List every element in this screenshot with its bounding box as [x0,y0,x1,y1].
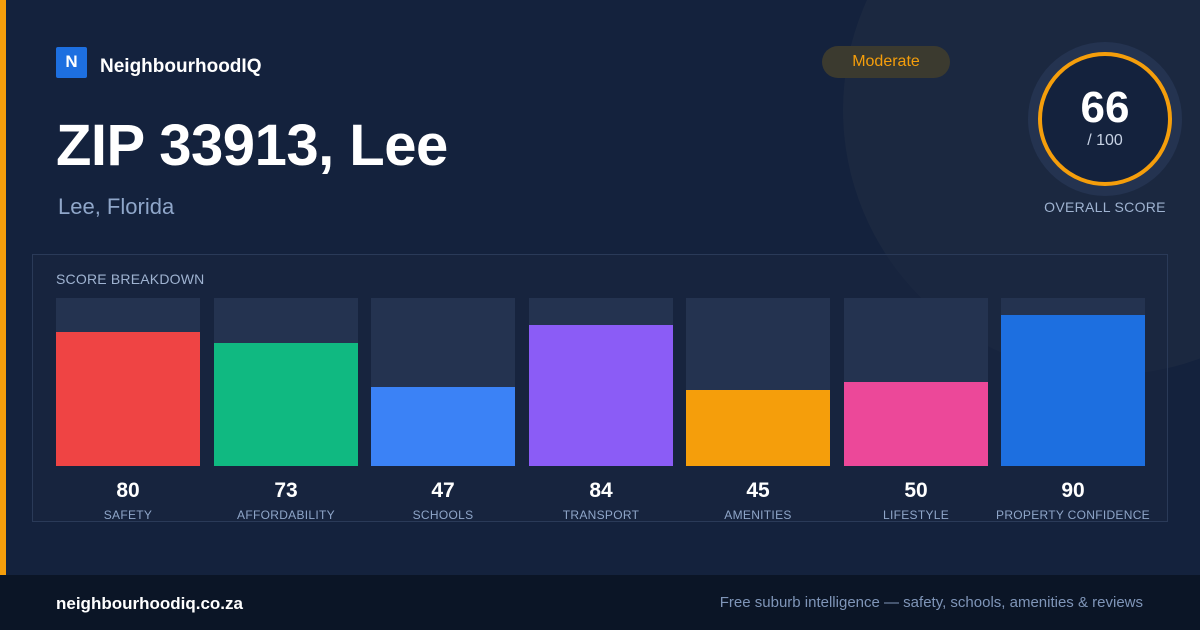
overall-score-ring [1028,42,1182,196]
bar-category-label: SCHOOLS [412,508,474,522]
footer-site-link[interactable]: neighbourhoodiq.co.za [56,594,243,613]
bar-column: 80 SAFETY [56,298,200,522]
bar-category-label: AFFORDABILITY [237,508,335,522]
bar-column: 73 AFFORDABILITY [214,298,358,522]
bar-value-label: 47 [431,479,455,502]
bar-value-label: 45 [746,479,770,502]
bar-value-label: 73 [274,479,298,502]
page-title: ZIP 33913, Lee [56,113,448,178]
bar-fill [686,390,830,466]
overall-score-value: 66 [1080,83,1130,132]
bar-track [529,298,673,466]
bar-category-label: SAFETY [103,508,153,522]
brand-logo-icon: N [56,46,87,78]
bar-value-label: 90 [1061,479,1085,502]
bar-category-label: PROPERTY CONFIDENCE [996,508,1150,522]
bar-value-label: 50 [904,479,928,502]
footer-tagline: Free suburb intelligence — safety, schoo… [719,594,1143,611]
brand: N NeighbourhoodIQ [56,46,261,78]
score-breakdown-title: SCORE BREAKDOWN [56,271,205,287]
location-subtitle: Lee, Florida [58,194,175,219]
bar-category-label: AMENITIES [724,508,792,522]
bar-track [56,298,200,466]
rating-badge: Moderate [822,46,950,78]
bar-fill [1001,315,1145,466]
brand-name: NeighbourhoodIQ [100,56,262,77]
bar-value-label: 84 [589,479,613,502]
bar-column: 45 AMENITIES [686,298,830,522]
bar-fill [844,382,988,466]
bar-fill [529,325,673,466]
bar-track [686,298,830,466]
bar-column: 50 LIFESTYLE [844,298,988,522]
bar-category-label: TRANSPORT [562,508,640,522]
bar-track [844,298,988,466]
bar-category-label: LIFESTYLE [882,508,950,522]
bar-fill [214,343,358,466]
score-ring-circle [1038,52,1172,186]
bar-column: 90 PROPERTY CONFIDENCE [996,298,1150,522]
accent-bar [0,0,6,575]
overall-score-caption: OVERALL SCORE [1044,199,1166,215]
bar-track [371,298,515,466]
bar-fill [56,332,200,466]
overall-score-max: / 100 [1087,132,1123,149]
bar-fill [371,387,515,466]
bar-value-label: 80 [116,479,140,502]
bar-column: 47 SCHOOLS [371,298,515,522]
bar-track [1001,298,1145,466]
bar-column: 84 TRANSPORT [529,298,673,522]
footer: neighbourhoodiq.co.za Free suburb intell… [0,575,1200,630]
bar-track [214,298,358,466]
